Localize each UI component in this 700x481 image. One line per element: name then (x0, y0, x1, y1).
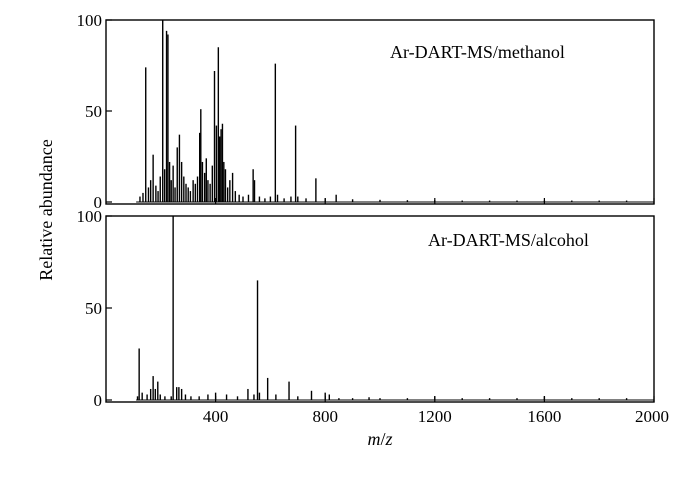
alcohol-peaks (136, 216, 654, 401)
methanol-y-tick-label: 0 (94, 193, 103, 212)
alcohol-y-ticks: 0 50 100 (77, 207, 112, 410)
x-axis-title-slash: / (380, 429, 385, 449)
x-axis-title-z: z (385, 429, 393, 449)
alcohol-spectrum-panel: 0 50 100 400 800 1200 1600 2000 Ar-DART-MS/alc… (77, 198, 669, 426)
x-tick-label: 800 (312, 407, 338, 426)
methanol-spectrum-panel: 0 50 100 Ar-DART-MS/methanol (77, 11, 655, 212)
alcohol-y-tick-label: 100 (77, 207, 103, 226)
x-axis-title: m/z (367, 429, 392, 449)
methanol-y-ticks: 0 50 100 (77, 11, 112, 212)
x-tick-label: 1200 (418, 407, 452, 426)
x-axis-ticks: 400 800 1200 1600 2000 (203, 198, 669, 426)
alcohol-plot-frame (105, 215, 655, 403)
y-axis-title: Relative abundance (36, 139, 56, 280)
methanol-plot-frame (105, 19, 655, 205)
x-tick-label: 2000 (635, 407, 669, 426)
x-axis-title-m: m (367, 429, 380, 449)
methanol-y-tick-label: 50 (85, 102, 102, 121)
methanol-peaks (136, 20, 654, 203)
alcohol-y-tick-label: 50 (85, 299, 102, 318)
alcohol-y-tick-label: 0 (94, 391, 103, 410)
x-tick-label: 400 (203, 407, 229, 426)
alcohol-panel-label: Ar-DART-MS/alcohol (428, 230, 589, 250)
methanol-panel-label: Ar-DART-MS/methanol (390, 42, 565, 62)
methanol-y-tick-label: 100 (77, 11, 103, 30)
x-tick-label: 1600 (527, 407, 561, 426)
